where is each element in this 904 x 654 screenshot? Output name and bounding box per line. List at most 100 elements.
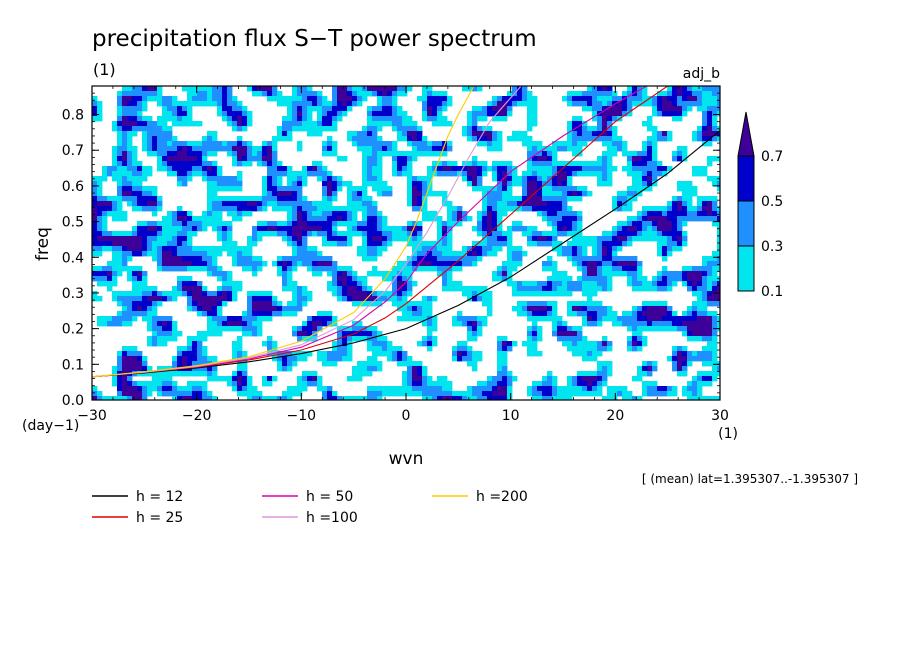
contour-cell <box>617 261 623 267</box>
contour-cell <box>457 316 463 322</box>
contour-cell <box>432 381 438 387</box>
contour-cell <box>507 271 513 277</box>
contour-cell <box>717 286 720 292</box>
contour-cell <box>357 361 363 367</box>
contour-cell <box>532 111 538 117</box>
contour-cell <box>317 321 323 327</box>
contour-cell <box>117 271 123 277</box>
contour-cell <box>567 326 573 332</box>
contour-cell <box>672 101 678 107</box>
contour-cell <box>377 351 383 357</box>
contour-cell <box>577 381 583 387</box>
contour-cell <box>582 161 588 167</box>
contour-cell <box>357 186 363 192</box>
contour-cell <box>232 101 238 107</box>
contour-cell <box>717 396 720 400</box>
contour-cell <box>552 331 558 337</box>
contour-cell <box>192 86 198 92</box>
contour-cell <box>177 231 183 237</box>
contour-cell <box>457 341 463 347</box>
contour-cell <box>452 266 458 272</box>
contour-cell <box>327 211 333 217</box>
contour-cell <box>327 241 333 247</box>
contour-cell <box>532 206 538 212</box>
contour-cell <box>172 151 178 157</box>
contour-cell <box>507 111 513 117</box>
contour-cell <box>277 301 283 307</box>
contour-cell <box>492 146 498 152</box>
contour-cell <box>432 241 438 247</box>
contour-cell <box>237 351 243 357</box>
contour-cell <box>552 316 558 322</box>
contour-cell <box>297 291 303 297</box>
contour-cell <box>642 316 648 322</box>
contour-cell <box>602 236 608 242</box>
contour-cell <box>702 381 708 387</box>
contour-cell <box>337 396 343 400</box>
contour-cell <box>652 176 658 182</box>
contour-cell <box>367 291 373 297</box>
contour-cell <box>602 316 608 322</box>
contour-cell <box>542 241 548 247</box>
contour-cell <box>262 396 268 400</box>
contour-cell <box>637 86 643 92</box>
contour-cell <box>157 366 163 372</box>
contour-cell <box>617 206 623 212</box>
contour-cell <box>127 361 133 367</box>
contour-cell <box>382 151 388 157</box>
contour-cell <box>622 261 628 267</box>
contour-cell <box>377 211 383 217</box>
contour-cell <box>217 321 223 327</box>
contour-cell <box>602 96 608 102</box>
contour-cell <box>482 186 488 192</box>
contour-cell <box>122 156 128 162</box>
contour-cell <box>317 216 323 222</box>
contour-cell <box>287 101 293 107</box>
contour-cell <box>127 166 133 172</box>
contour-cell <box>647 176 653 182</box>
contour-cell <box>422 296 428 302</box>
contour-cell <box>717 246 720 252</box>
contour-cell <box>317 211 323 217</box>
contour-cell <box>237 126 243 132</box>
contour-cell <box>667 111 673 117</box>
contour-cell <box>602 151 608 157</box>
contour-cell <box>167 296 173 302</box>
contour-cell <box>177 166 183 172</box>
contour-cell <box>567 96 573 102</box>
contour-cell <box>327 386 333 392</box>
contour-cell <box>557 196 563 202</box>
contour-cell <box>157 236 163 242</box>
contour-cell <box>682 391 688 397</box>
contour-cell <box>712 346 718 352</box>
contour-cell <box>472 356 478 362</box>
contour-cell <box>227 86 233 92</box>
contour-cell <box>482 381 488 387</box>
contour-cell <box>197 336 203 342</box>
contour-cell <box>497 366 503 372</box>
contour-cell <box>267 341 273 347</box>
contour-cell <box>627 346 633 352</box>
contour-cell <box>312 166 318 172</box>
contour-cell <box>162 131 168 137</box>
contour-cell <box>507 266 513 272</box>
contour-cell <box>297 246 303 252</box>
contour-cell <box>212 376 218 382</box>
contour-cell <box>567 211 573 217</box>
contour-cell <box>422 386 428 392</box>
contour-cell <box>192 96 198 102</box>
contour-cell <box>717 211 720 217</box>
contour-cell <box>307 231 313 237</box>
contour-cell <box>187 106 193 112</box>
contour-cell <box>632 261 638 267</box>
contour-cell <box>522 226 528 232</box>
contour-cell <box>572 311 578 317</box>
contour-cell <box>487 191 493 197</box>
contour-cell <box>392 226 398 232</box>
contour-cell <box>482 136 488 142</box>
contour-cell <box>192 266 198 272</box>
contour-cell <box>562 276 568 282</box>
x-axis-label: wvn <box>389 449 424 469</box>
contour-cell <box>587 356 593 362</box>
contour-cell <box>297 196 303 202</box>
